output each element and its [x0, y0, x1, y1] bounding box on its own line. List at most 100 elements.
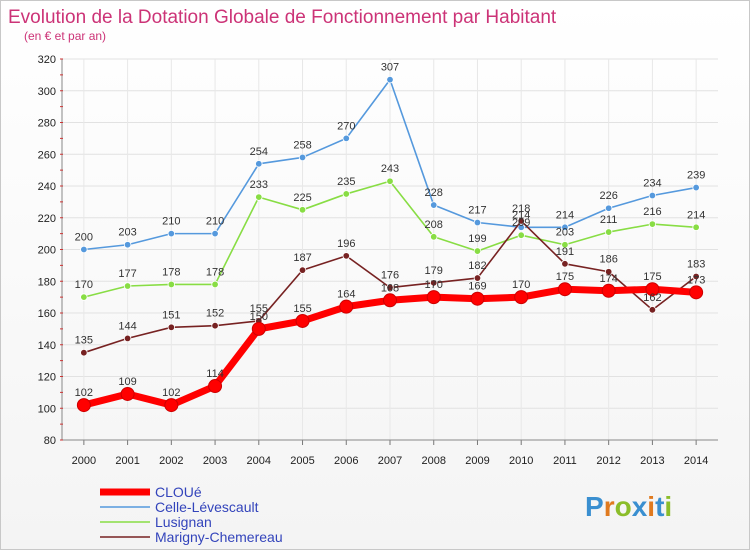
data-label: 239: [687, 170, 705, 182]
data-point-marigny-chemereau: [211, 322, 219, 330]
data-label: 217: [468, 205, 486, 217]
logo-letter: o: [615, 491, 632, 522]
data-point-cloue: [426, 290, 441, 305]
data-point-lusignan: [123, 282, 132, 290]
data-label: 182: [468, 260, 486, 272]
data-label: 214: [556, 209, 574, 221]
legend-label: Marigny-Chemereau: [155, 529, 283, 545]
data-label: 216: [643, 206, 661, 218]
data-point-celle-levescault: [211, 229, 219, 238]
legend-label: CLOUé: [155, 484, 202, 500]
data-label: 175: [556, 271, 574, 283]
data-point-celle-levescault: [561, 223, 569, 231]
y-tick-label: 320: [38, 54, 56, 66]
data-label: 169: [468, 281, 486, 293]
data-label: 208: [425, 219, 443, 231]
data-point-cloue: [295, 313, 310, 328]
data-point-marigny-chemereau: [648, 306, 657, 314]
data-label: 210: [162, 216, 180, 228]
data-point-cloue: [383, 293, 397, 308]
data-point-celle-levescault: [430, 201, 438, 209]
series-marigny-chemereau: [80, 217, 700, 357]
data-point-cloue: [470, 291, 485, 306]
logo-letter: P: [585, 491, 604, 522]
data-label: 109: [118, 376, 136, 388]
data-point-marigny-chemereau: [167, 323, 176, 331]
chart-subtitle: (en € et par an): [24, 29, 106, 43]
data-label: 170: [512, 279, 530, 291]
data-label: 270: [337, 120, 355, 132]
x-tick-label: 2008: [421, 455, 445, 467]
legend: CLOUéCelle-LévescaultLusignanMarigny-Che…: [100, 484, 283, 545]
data-point-lusignan: [80, 293, 88, 301]
data-point-celle-levescault: [648, 191, 657, 200]
data-label: 164: [337, 289, 355, 301]
data-point-cloue: [557, 282, 572, 297]
data-point-cloue: [120, 386, 135, 401]
data-label: 175: [643, 271, 661, 283]
data-label: 144: [118, 320, 136, 332]
data-label: 203: [556, 227, 574, 239]
data-label: 135: [75, 335, 93, 347]
data-point-celle-levescault: [473, 218, 482, 227]
data-label: 151: [162, 309, 180, 321]
y-tick-label: 100: [38, 403, 56, 415]
data-label: 186: [599, 254, 617, 266]
data-point-lusignan: [430, 233, 438, 241]
data-point-celle-levescault: [692, 183, 700, 192]
data-point-lusignan: [692, 223, 700, 231]
data-point-cloue: [164, 398, 179, 413]
data-point-celle-levescault: [386, 75, 394, 84]
data-label: 152: [206, 308, 224, 320]
chart-title: Evolution de la Dotation Globale de Fonc…: [8, 7, 557, 28]
data-label: 225: [293, 192, 311, 204]
y-tick-label: 240: [38, 181, 56, 193]
data-label: 258: [293, 139, 311, 151]
legend-label: Lusignan: [155, 514, 212, 530]
logo-letter: r: [604, 491, 615, 522]
data-point-celle-levescault: [80, 245, 88, 254]
data-label: 114: [206, 368, 224, 380]
data-label: 211: [600, 214, 618, 226]
data-label: 203: [118, 227, 136, 239]
x-tick-label: 2014: [684, 455, 708, 467]
logo-letter: t: [655, 491, 664, 522]
x-tick-label: 2004: [247, 455, 271, 467]
data-label: 177: [118, 268, 136, 280]
data-label: 174: [599, 273, 617, 285]
data-label: 226: [599, 190, 617, 202]
data-point-lusignan: [386, 177, 394, 185]
data-label: 243: [381, 163, 399, 175]
data-point-marigny-chemereau: [517, 217, 525, 225]
data-label: 178: [162, 266, 180, 278]
data-label: 173: [687, 274, 705, 286]
data-point-lusignan: [167, 280, 176, 289]
x-tick-label: 2000: [72, 455, 96, 467]
axes: 80 100 120 140 160 180 200 220 240 260 280 300 320 20…: [38, 54, 718, 467]
data-point-marigny-chemereau: [430, 279, 438, 287]
data-point-marigny-chemereau: [342, 252, 350, 260]
x-tick-label: 2003: [203, 455, 227, 467]
data-label: 155: [293, 303, 311, 315]
y-tick-label: 120: [38, 372, 56, 384]
logo-letter: i: [664, 491, 672, 522]
x-tick-label: 2010: [509, 455, 533, 467]
data-point-cloue: [251, 321, 266, 336]
data-point-celle-levescault: [255, 160, 263, 168]
data-label: 200: [75, 232, 93, 244]
data-label: 307: [381, 62, 399, 74]
data-point-cloue: [645, 282, 660, 297]
data-point-marigny-chemereau: [386, 283, 394, 292]
data-label: 218: [512, 203, 530, 215]
data-point-lusignan: [298, 206, 307, 214]
data-label: 178: [206, 266, 224, 278]
data-point-cloue: [339, 299, 354, 314]
data-label: 254: [250, 146, 268, 158]
data-label: 170: [425, 279, 443, 291]
data-label: 209: [512, 217, 530, 229]
data-label: 191: [556, 246, 574, 258]
data-label: 214: [687, 209, 705, 221]
x-tick-label: 2001: [115, 455, 139, 467]
